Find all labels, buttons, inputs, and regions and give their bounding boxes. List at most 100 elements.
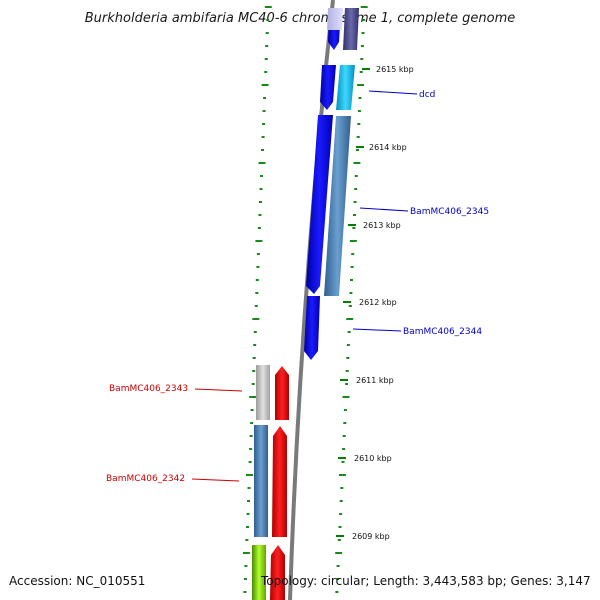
ring-dot: [247, 500, 250, 502]
ring-dot: [265, 32, 269, 34]
ring-dot: [249, 396, 257, 398]
ring-dot: [353, 214, 356, 216]
ring-dot: [249, 448, 253, 450]
ring-dot: [245, 539, 249, 541]
ring-dot: [265, 45, 269, 47]
ring-dot: [253, 344, 257, 346]
ring-dot: [357, 123, 361, 125]
ring-dot: [359, 71, 363, 73]
ring-dot: [341, 461, 345, 463]
ring-dot: [346, 318, 354, 320]
ring-dot: [335, 591, 339, 593]
ring-dot: [352, 227, 356, 229]
ring-dot: [261, 136, 265, 138]
ring-dot: [258, 162, 266, 164]
gene-label-leader: [194, 388, 243, 392]
ring-dot: [338, 474, 346, 476]
ring-dot: [254, 305, 258, 307]
ring-dot: [361, 32, 365, 34]
ring-dot: [360, 58, 364, 60]
ring-dot: [360, 45, 364, 47]
outer-dotted-ring: [335, 6, 368, 593]
ring-dot: [246, 474, 253, 476]
gene-label-bammc406-2345[interactable]: BamMC406_2345: [410, 207, 489, 217]
ring-dot: [336, 578, 339, 580]
ring-dot: [252, 357, 256, 359]
cds-arrow[interactable]: [304, 296, 320, 360]
ring-dot: [349, 292, 353, 294]
cds-arrow[interactable]: [270, 545, 285, 600]
ring-dot: [354, 188, 358, 190]
ring-dot: [263, 97, 267, 99]
gene-label-leader: [368, 90, 418, 95]
ring-dot: [335, 552, 343, 554]
ring-dot: [255, 240, 263, 242]
ring-dot: [264, 58, 268, 60]
gene-label-bammc406-2342[interactable]: BamMC406_2342: [106, 474, 185, 484]
gene-label-leader: [191, 478, 240, 482]
ring-dot: [354, 175, 358, 177]
ring-dot: [350, 266, 354, 268]
ring-dot: [353, 162, 361, 164]
similarity-block[interactable]: [252, 545, 266, 600]
ring-dot: [255, 292, 259, 294]
ring-dot: [345, 383, 349, 385]
gene-label-bammc406-2344[interactable]: BamMC406_2344: [403, 327, 482, 337]
ring-dot: [340, 487, 344, 489]
ring-dot: [346, 344, 350, 346]
similarity-block[interactable]: [327, 8, 343, 30]
ring-dot: [246, 513, 250, 515]
similarity-block[interactable]: [324, 116, 351, 296]
tick-label: 2612 kbp: [359, 298, 397, 307]
ring-dot: [246, 526, 249, 528]
ring-dot: [360, 6, 368, 8]
tick-label: 2609 kbp: [352, 532, 390, 541]
ring-dot: [252, 370, 256, 372]
ring-dot: [256, 266, 260, 268]
gene-label-leader: [359, 207, 409, 212]
comparison-track: [324, 8, 359, 296]
accession-text: Accession: NC_010551: [9, 574, 146, 588]
ring-dot: [348, 305, 352, 307]
ring-dot: [261, 84, 269, 86]
ring-dot: [351, 253, 355, 255]
ring-dot: [343, 422, 347, 424]
ring-dot: [259, 201, 262, 203]
ring-dot: [336, 565, 340, 567]
gene-label-dcd[interactable]: dcd: [419, 90, 435, 100]
similarity-block[interactable]: [343, 8, 359, 50]
ring-dot: [342, 435, 346, 437]
ring-dot: [346, 357, 350, 359]
ring-dot: [259, 188, 263, 190]
cds-arrow[interactable]: [272, 426, 287, 537]
kbp-ticks: 2615 kbp 2614 kbp 2613 kbp 2612 kbp 2611…: [336, 65, 414, 541]
ring-dot: [261, 149, 264, 151]
tick-label: 2615 kbp: [376, 65, 414, 74]
ring-dot: [342, 396, 350, 398]
cds-arrow[interactable]: [320, 65, 336, 110]
ring-dot: [350, 279, 353, 281]
ring-dot: [250, 409, 254, 411]
ring-dot: [339, 513, 343, 515]
ring-dot: [358, 97, 362, 99]
gene-label-bammc406-2343[interactable]: BamMC406_2343: [109, 384, 188, 394]
left-feature-track: [252, 365, 289, 600]
ring-dot: [362, 19, 366, 21]
cds-arrow[interactable]: [306, 115, 333, 294]
ring-dot: [260, 175, 263, 177]
ring-dot: [347, 331, 351, 333]
ring-dot: [337, 539, 341, 541]
cds-arrow[interactable]: [275, 366, 289, 420]
similarity-block[interactable]: [254, 425, 268, 537]
ring-dot: [243, 578, 247, 580]
ring-dot: [252, 318, 260, 320]
inner-dotted-ring: [242, 6, 272, 593]
ring-dot: [242, 552, 250, 554]
similarity-block[interactable]: [256, 365, 270, 420]
ring-dot: [342, 448, 346, 450]
ring-dot: [357, 110, 361, 112]
ring-dot: [247, 487, 251, 489]
similarity-block[interactable]: [336, 65, 355, 110]
ring-dot: [253, 331, 257, 333]
